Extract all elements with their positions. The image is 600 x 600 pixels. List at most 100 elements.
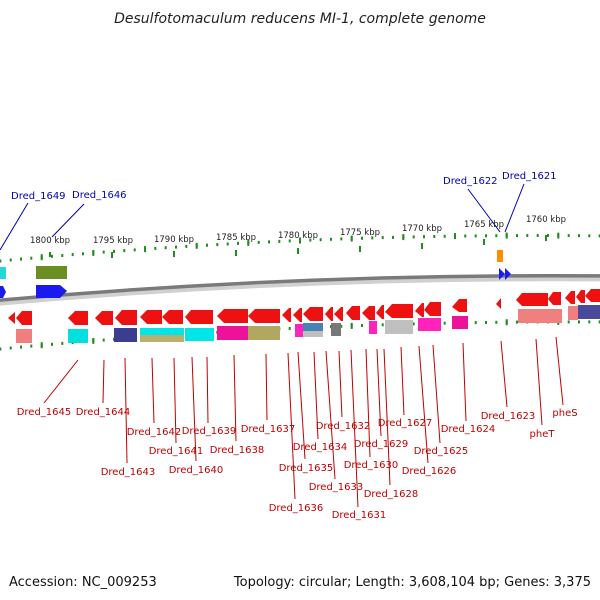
upper-track-tick-18 [175,245,177,249]
gene-phet-b[interactable] [548,292,561,305]
gene-arrow-right-edge[interactable] [585,289,600,302]
gene-dred-1622[interactable] [499,268,505,280]
upper-track-tick-27 [268,240,270,244]
gene-dred-1630[interactable] [362,306,375,320]
lower-track-tick-56 [567,320,570,324]
upper-track-tick-52 [526,234,529,237]
label-dred-1625[interactable]: Dred_1625 [414,446,469,457]
upper-track-tick-42 [423,235,425,239]
upper-track-tick-34 [340,237,343,241]
gene-dred-1642[interactable] [115,310,137,325]
gene-dred-1649-cog[interactable] [0,267,6,279]
label-dred-1644[interactable]: Dred_1644 [76,407,131,418]
leader-dred-1635 [297,351,306,460]
gene-dred-1627[interactable] [385,304,413,318]
gene-dred-1640[interactable] [162,310,183,324]
leader-dred-1633 [325,350,336,480]
cog-box-1625 [418,318,441,331]
leader-dred-1628 [383,348,391,486]
gene-dred-1625[interactable] [424,302,441,316]
upper-track-tick-28 [278,239,281,243]
label-dred-1638[interactable]: Dred_1638 [210,445,265,456]
gene-dred-1621[interactable] [505,268,511,280]
leader-dred-1632 [338,350,343,418]
lower-track-tick-major-5 [40,342,43,349]
upper-track-tick-51 [516,234,518,238]
gene-phes-a[interactable] [565,291,575,304]
label-dred-1649[interactable]: Dred_1649 [11,191,66,202]
label-dred-1633[interactable]: Dred_1633 [309,482,364,493]
gene-dred-1643[interactable] [95,311,113,325]
label-phet[interactable]: pheT [530,429,556,440]
upper-track-tick-16 [154,246,157,250]
gene-dred-1635[interactable] [293,308,302,322]
gene-phet[interactable] [516,293,548,306]
reverse-strand-genes [8,289,600,325]
gene-dred-1636[interactable] [282,308,291,322]
gene-dred-1626[interactable] [415,303,424,317]
gene-dred-1638[interactable] [217,309,248,323]
gene-dred-1644[interactable] [68,311,88,325]
label-dred-1641[interactable]: Dred_1641 [149,446,204,457]
leader-dred-1640 [191,356,197,462]
gene-dred-1645[interactable] [16,311,32,325]
gene-dred-1624[interactable] [452,299,467,312]
label-dred-1646[interactable]: Dred_1646 [72,190,127,201]
upper-track-tick-major-15 [144,246,146,253]
tick-label-1765: 1765 kbp [464,220,504,230]
upper-track-tick-26 [257,240,260,244]
label-dred-1631[interactable]: Dred_1631 [332,510,387,521]
leader-dred-1641 [173,357,177,444]
label-dred-1642[interactable]: Dred_1642 [127,427,182,438]
label-dred-1629[interactable]: Dred_1629 [354,439,409,450]
label-dred-1645[interactable]: Dred_1645 [17,407,72,418]
label-dred-1639[interactable]: Dred_1639 [182,426,237,437]
cog-box-1638 [217,326,248,340]
upper-track-tick-39 [392,235,394,239]
label-dred-1634[interactable]: Dred_1634 [293,442,348,453]
gene-dred-1623[interactable] [496,298,501,309]
label-dred-1626[interactable]: Dred_1626 [402,466,457,477]
label-dred-1643[interactable]: Dred_1643 [101,467,156,478]
label-dred-1624[interactable]: Dred_1624 [441,424,496,435]
leader-dred-1646 [51,203,85,238]
lower-track-tick-34 [340,324,343,328]
gene-dred-1637[interactable] [248,309,280,323]
gene-phes[interactable] [576,290,585,303]
gene-dred-1622-cog[interactable] [497,250,503,262]
gene-dred-1629[interactable] [376,305,384,319]
gene-dred-1634[interactable] [303,307,323,321]
gene-dred-1631[interactable] [346,306,360,320]
label-dred-1635[interactable]: Dred_1635 [279,463,334,474]
kbp-scale: 1800 kbp 1795 kbp 1790 kbp 1785 kbp 1780… [30,215,566,258]
gene-dred-1646[interactable] [36,285,67,298]
label-dred-1637[interactable]: Dred_1637 [241,424,296,435]
label-dred-1636[interactable]: Dred_1636 [269,503,324,514]
cog-box-1639 [185,328,214,341]
gene-dred-1639[interactable] [185,310,213,324]
label-dred-1630[interactable]: Dred_1630 [344,460,399,471]
top-leader-lines [0,183,525,251]
gene-dred-1649[interactable] [0,286,6,298]
gene-dred-1641[interactable] [140,310,162,324]
tick-label-1785: 1785 kbp [216,233,256,243]
label-dred-1640[interactable]: Dred_1640 [169,465,224,476]
genome-stats-text: Topology: circular; Length: 3,608,104 bp… [233,575,591,590]
label-dred-1627[interactable]: Dred_1627 [378,418,433,429]
label-dred-1632[interactable]: Dred_1632 [316,421,371,432]
label-dred-1622[interactable]: Dred_1622 [443,176,498,187]
label-dred-1623[interactable]: Dred_1623 [481,411,536,422]
lower-track-tick-57 [578,320,580,324]
map-title: Desulfotomaculum reducens MI-1, complete… [114,11,486,27]
gene-dred-1633[interactable] [325,307,333,321]
gene-arrow-left-edge[interactable] [8,312,15,324]
tick-label-1770: 1770 kbp [402,224,442,234]
gene-dred-1632[interactable] [334,307,343,321]
label-phes[interactable]: pheS [552,408,577,419]
upper-track-tick-21 [206,243,208,247]
label-dred-1628[interactable]: Dred_1628 [364,489,419,500]
label-dred-1621[interactable]: Dred_1621 [502,171,557,182]
upper-track-tick-6 [51,254,53,258]
cog-box-1644 [68,329,88,343]
gene-dred-1646-cog[interactable] [36,266,67,279]
